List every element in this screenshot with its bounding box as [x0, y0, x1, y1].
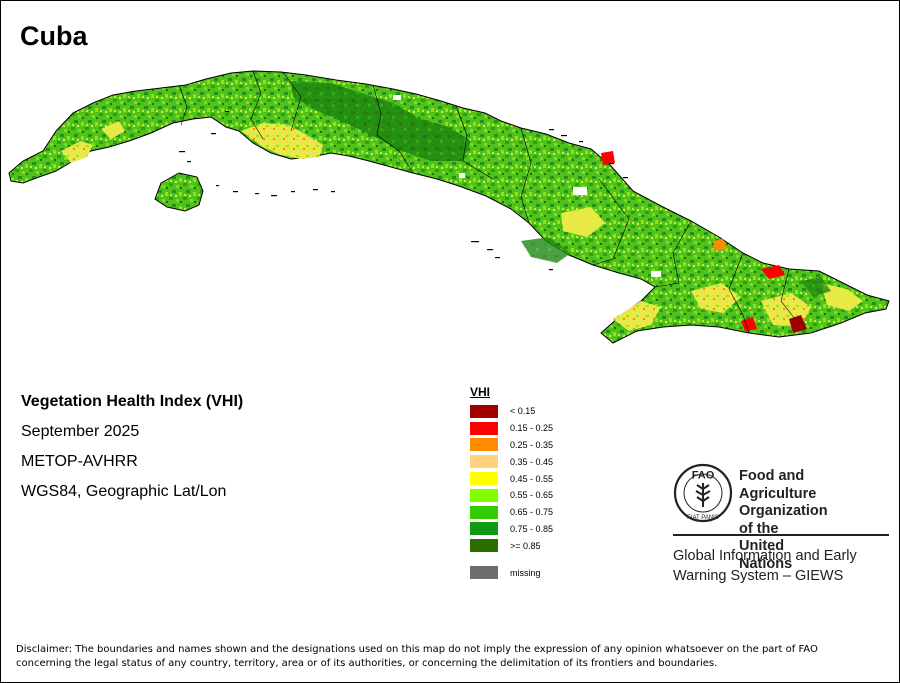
legend-swatch — [470, 455, 498, 469]
legend-label: missing — [510, 567, 541, 578]
legend-item: 0.65 - 0.75 — [470, 504, 553, 521]
country-title: Cuba — [20, 21, 88, 51]
isla-de-la-juventud — [154, 172, 204, 212]
disclaimer-line: concerning the legal status of any count… — [16, 657, 718, 669]
legend-label: < 0.15 — [510, 406, 536, 417]
legend-swatch — [470, 566, 498, 580]
legend-item: 0.55 - 0.65 — [470, 487, 553, 504]
legend-title: VHI — [470, 385, 491, 399]
disclaimer: Disclaimer: The boundaries and names sho… — [16, 643, 886, 670]
legend-item-missing: missing — [470, 564, 553, 581]
fao-name-line: Food and Agriculture — [739, 468, 817, 502]
giews-line: Global Information and Early — [673, 548, 857, 564]
legend-label: 0.45 - 0.55 — [510, 473, 554, 484]
legend-swatch — [470, 522, 498, 536]
fao-emblem: FAO FIAT PANIS — [673, 463, 733, 523]
index-title: Vegetation Health Index (VHI) — [21, 393, 244, 410]
high-vhi-areas — [291, 81, 831, 297]
legend-item: 0.75 - 0.85 — [470, 521, 553, 538]
legend-label: 0.65 - 0.75 — [510, 507, 554, 518]
legend-swatch — [470, 472, 498, 486]
sensor-name: METOP-AVHRR — [21, 453, 138, 470]
legend-item: < 0.15 — [470, 403, 553, 420]
legend-label: 0.25 - 0.35 — [510, 439, 554, 450]
legend-label: 0.55 - 0.65 — [510, 490, 554, 501]
cays-and-coastline — [179, 111, 628, 271]
cuba-mainland — [8, 70, 890, 344]
cuba-vhi-map — [8, 70, 890, 344]
legend-item: 0.15 - 0.25 — [470, 420, 553, 437]
legend-swatch — [470, 488, 498, 502]
legend-item: 0.45 - 0.55 — [470, 470, 553, 487]
fao-name-line: Organization of the — [739, 503, 828, 537]
fao-emblem-letter-a: FAO — [692, 470, 715, 482]
giews-name: Global Information and Early Warning Sys… — [673, 547, 857, 586]
fao-emblem-motto: FIAT PANIS — [687, 515, 719, 521]
legend-swatch — [470, 438, 498, 452]
giews-line: Warning System – GIEWS — [673, 567, 844, 584]
legend-label: 0.35 - 0.45 — [510, 456, 554, 467]
fao-name: Food and Agriculture Organization of the… — [739, 468, 828, 573]
legend-item: 0.25 - 0.35 — [470, 437, 553, 454]
legend-label: >= 0.85 — [510, 540, 541, 551]
fao-logo-block: FAO FIAT PANIS Food and Agriculture Orga… — [673, 463, 828, 572]
legend-swatch — [470, 539, 498, 553]
legend-swatch — [470, 421, 498, 435]
legend-swatch — [470, 404, 498, 418]
fao-divider — [673, 534, 889, 536]
province-boundaries — [178, 70, 796, 334]
projection: WGS84, Geographic Lat/Lon — [21, 483, 227, 500]
legend-label: 0.15 - 0.25 — [510, 423, 554, 434]
legend-item: >= 0.85 — [470, 537, 553, 554]
map-period: September 2025 — [21, 423, 140, 440]
vhi-legend: VHI < 0.15 0.15 - 0.25 0.25 - 0.35 0.35 - 0… — [470, 385, 553, 581]
missing-data — [393, 95, 661, 277]
vegetation-stress-areas — [61, 121, 863, 333]
fao-name-line: United Nations — [739, 538, 793, 572]
legend-label: 0.75 - 0.85 — [510, 523, 554, 534]
map-info: Vegetation Health Index (VHI) September … — [21, 391, 243, 511]
disclaimer-line: Disclaimer: The boundaries and names sho… — [16, 644, 818, 655]
legend-item: 0.35 - 0.45 — [470, 453, 553, 470]
legend-swatch — [470, 505, 498, 519]
